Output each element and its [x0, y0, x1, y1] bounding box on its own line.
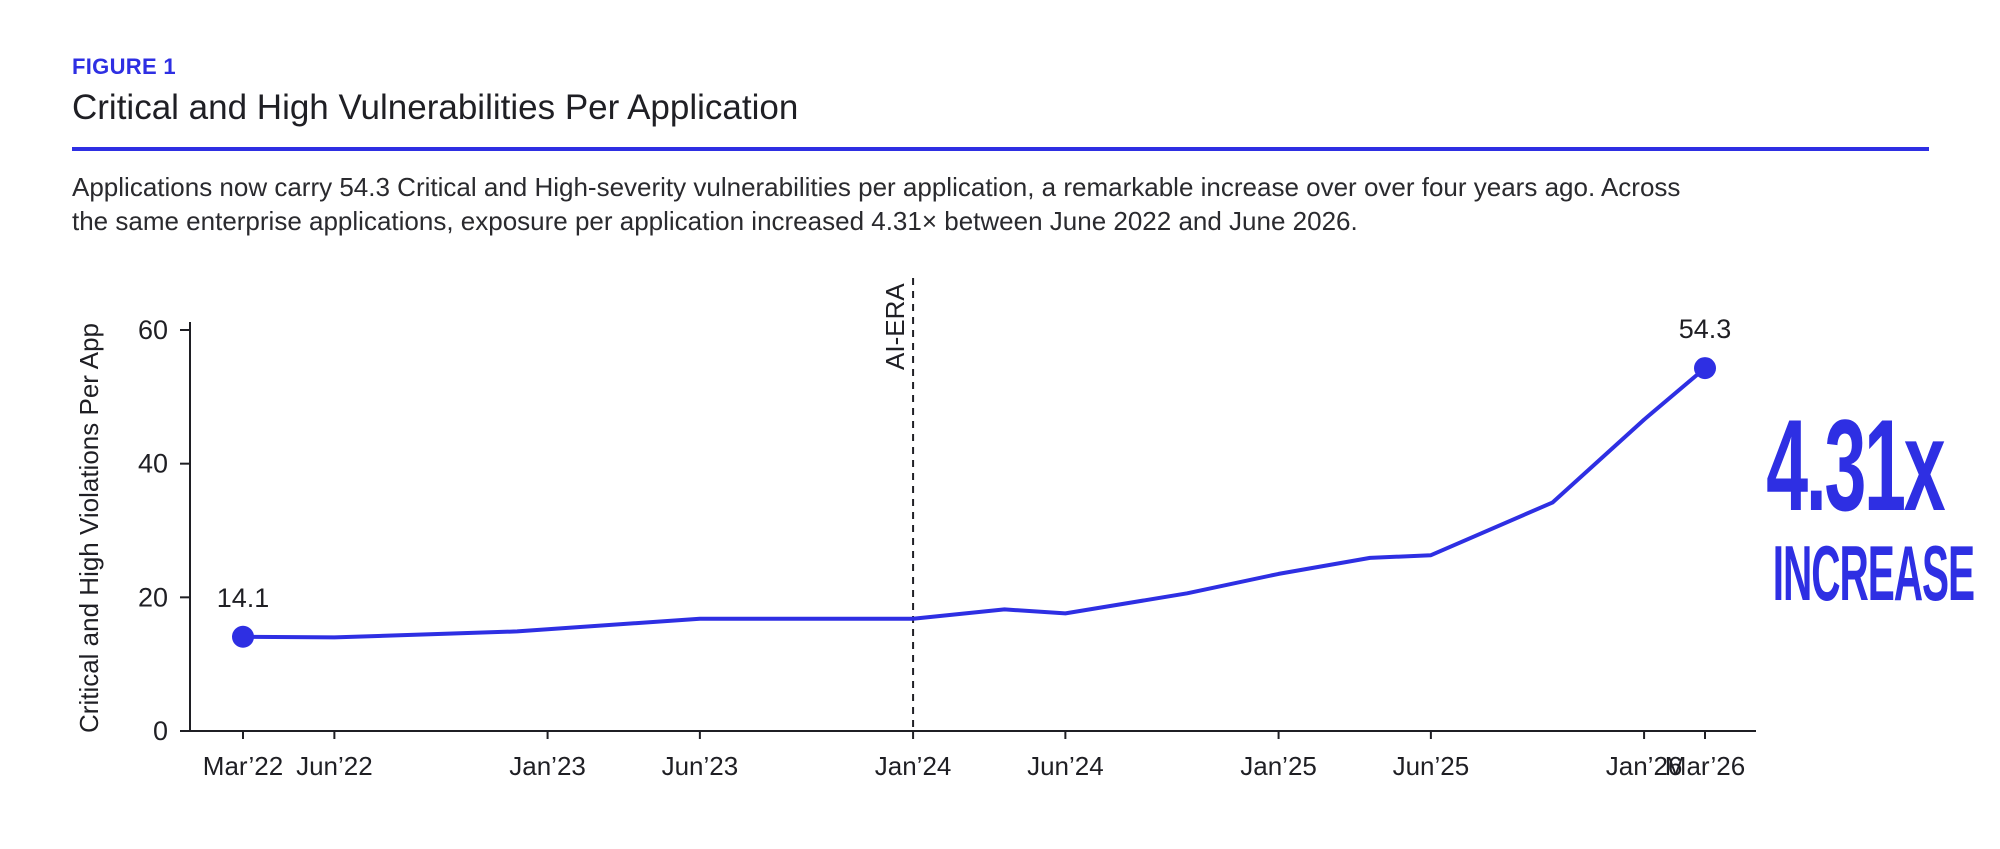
description-line-2: the same enterprise applications, exposu… [72, 206, 1358, 236]
x-tick-label: Jun’25 [1393, 751, 1470, 781]
title-divider [72, 147, 1929, 151]
increase-badge: 4.31x INCREASE [1720, 392, 1975, 617]
x-tick-label: Jun’24 [1027, 751, 1104, 781]
figure-title: Critical and High Vulnerabilities Per Ap… [72, 88, 799, 127]
data-point-marker [232, 625, 254, 648]
figure-label: FIGURE 1 [72, 54, 176, 79]
chart-marks [232, 278, 1716, 731]
increase-caption: INCREASE [1772, 529, 1975, 617]
increase-multiplier: 4.31x [1766, 392, 1945, 538]
data-point-marker [1694, 357, 1716, 380]
x-tick-label: Mar’26 [1665, 751, 1745, 781]
data-point-label: 54.3 [1679, 314, 1732, 344]
series-line [241, 366, 1707, 640]
x-tick-label: Jun’22 [296, 751, 373, 781]
chart-labels: 0 20 40 60 Mar’22 Jun’22 Jan’23 Jun’23 Jan’24 Jun… [74, 283, 1745, 781]
description-line-1: Applications now carry 54.3 Critical and… [72, 172, 1681, 202]
y-tick-label: 0 [153, 716, 168, 746]
x-tick-label: Jan’23 [509, 751, 586, 781]
x-tick-label: Jan’25 [1240, 751, 1317, 781]
figure-description: Applications now carry 54.3 Critical and… [72, 170, 1932, 238]
x-tick-label: Jan’24 [875, 751, 952, 781]
ai-era-label: AI-ERA [880, 283, 910, 370]
x-tick-label: Mar’22 [203, 751, 283, 781]
y-tick-label: 60 [138, 315, 168, 345]
chart-axes [180, 322, 1756, 739]
y-tick-label: 20 [138, 582, 168, 612]
data-point-label: 14.1 [217, 583, 270, 613]
y-tick-label: 40 [138, 449, 168, 479]
x-tick-label: Jan’26 [1606, 751, 1683, 781]
x-tick-label: Jun’23 [662, 751, 739, 781]
y-axis-label: Critical and High Violations Per App [74, 323, 104, 733]
